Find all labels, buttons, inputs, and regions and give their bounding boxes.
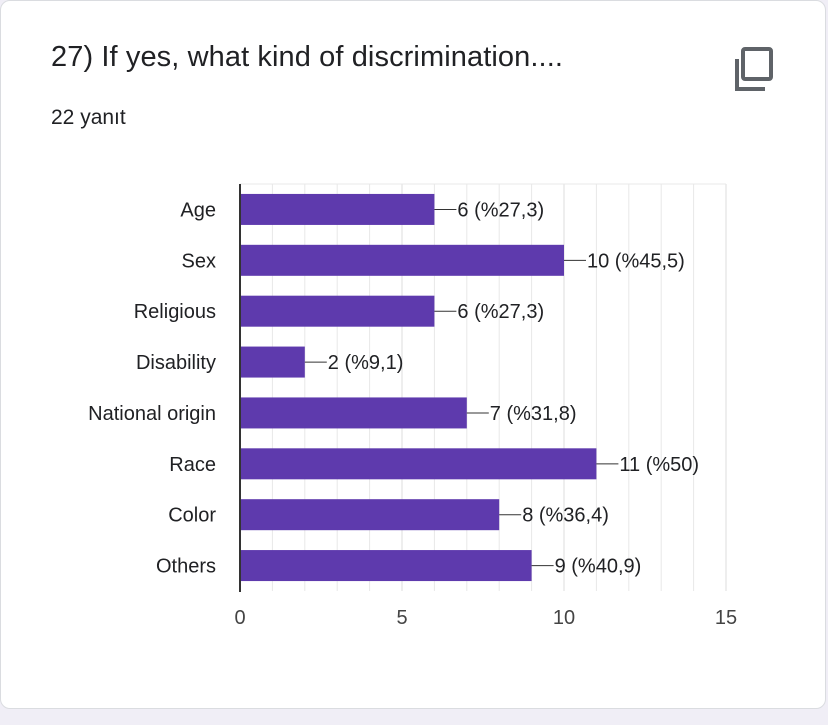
bar (240, 448, 597, 480)
data-label: 2 (%9,1) (328, 352, 404, 374)
category-label: National origin (88, 403, 216, 425)
category-label: Race (169, 454, 216, 476)
category-label: Age (180, 199, 216, 221)
bar (240, 499, 500, 531)
category-label: Religious (134, 301, 216, 323)
question-title: 27) If yes, what kind of discrimination.… (51, 41, 564, 73)
x-tick-label: 0 (234, 607, 245, 629)
response-count: 22 yanıt (51, 106, 126, 129)
data-label: 9 (%40,9) (555, 556, 642, 578)
bar (240, 397, 467, 429)
x-tick-label: 5 (396, 607, 407, 629)
data-label: 6 (%27,3) (457, 199, 544, 221)
category-label: Color (168, 505, 216, 527)
data-label: 6 (%27,3) (457, 301, 544, 323)
copy-icon (735, 47, 773, 91)
data-label: 10 (%45,5) (587, 250, 685, 272)
bar (240, 295, 435, 327)
data-label: 7 (%31,8) (490, 403, 577, 425)
bar (240, 244, 564, 276)
bar-chart: Age 6 (%27,3) Sex 10 (%45,5) Religious 6 (%27… (88, 183, 737, 629)
category-label: Disability (136, 352, 216, 374)
question-card: 27) If yes, what kind of discrimination.… (0, 0, 826, 709)
data-label: 8 (%36,4) (522, 505, 609, 527)
bar (240, 550, 532, 582)
x-tick-label: 10 (553, 607, 575, 629)
bar (240, 193, 435, 225)
data-label: 11 (%50) (619, 454, 699, 476)
category-label: Sex (182, 250, 216, 272)
x-tick-label: 15 (715, 607, 737, 629)
copy-chart-button[interactable] (729, 43, 779, 97)
category-label: Others (156, 556, 216, 578)
bar (240, 346, 305, 378)
